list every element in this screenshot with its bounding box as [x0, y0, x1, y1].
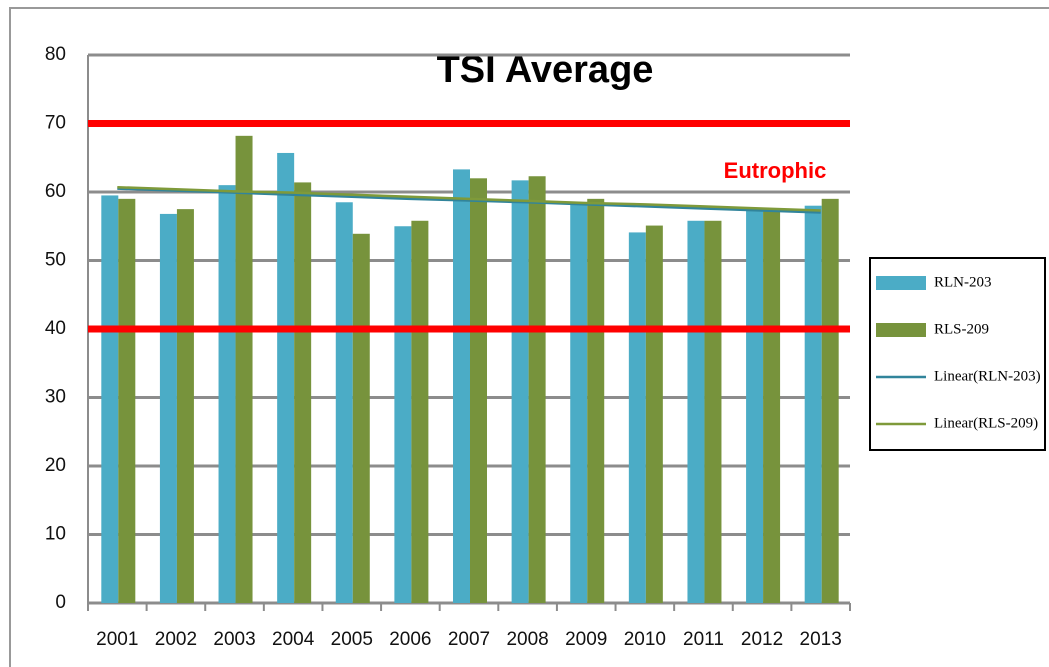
bar — [704, 220, 722, 603]
y-tick-label: 60 — [45, 181, 66, 202]
bar — [335, 202, 353, 603]
x-tick-label: 2004 — [272, 629, 315, 650]
y-tick-label: 20 — [45, 455, 66, 476]
bar — [645, 225, 663, 603]
bar — [470, 178, 487, 604]
x-tick-label: 2005 — [331, 629, 373, 650]
bar — [528, 176, 546, 603]
y-tick-label: 0 — [55, 592, 66, 613]
y-tick-label: 10 — [45, 524, 66, 545]
trend-line — [117, 187, 821, 214]
y-tick-label: 50 — [45, 250, 66, 271]
x-tick-label: 2001 — [96, 629, 138, 650]
x-tick-label: 2009 — [565, 629, 607, 650]
bar — [352, 233, 370, 603]
bar — [628, 232, 646, 604]
trend-line — [117, 185, 821, 212]
bar — [804, 205, 822, 603]
y-tick-label: 40 — [45, 318, 66, 339]
bar — [746, 210, 764, 603]
x-tick-label: 2013 — [800, 629, 842, 650]
bar — [218, 185, 236, 603]
bar — [587, 198, 605, 603]
legend-label: RLN-203 — [934, 274, 992, 290]
x-tick-label: 2008 — [506, 629, 548, 650]
legend-label: RLS-209 — [934, 321, 989, 337]
bar — [687, 220, 705, 603]
bar — [235, 135, 253, 603]
bar — [118, 198, 136, 603]
bar — [159, 213, 177, 604]
legend-swatch — [876, 323, 926, 337]
x-tick-label: 2006 — [389, 629, 431, 650]
bar — [511, 180, 529, 604]
legend-label: Linear(RLS-209) — [934, 415, 1038, 431]
legend-swatch — [876, 276, 926, 290]
bar — [570, 203, 588, 603]
annotation: Eutrophic — [724, 158, 827, 183]
bar — [411, 220, 429, 603]
y-tick-label: 30 — [45, 387, 66, 408]
x-tick-label: 2003 — [213, 629, 255, 650]
bar — [763, 211, 781, 603]
x-tick-label: 2002 — [155, 629, 197, 650]
x-tick-label: 2011 — [683, 629, 724, 650]
bar — [176, 209, 194, 603]
bar — [294, 182, 312, 603]
bar — [821, 198, 839, 603]
x-tick-label: 2012 — [741, 629, 783, 650]
bar — [101, 195, 119, 604]
y-tick-label: 70 — [45, 113, 66, 134]
legend-label: Linear(RLN-203) — [934, 368, 1041, 384]
bar — [453, 169, 470, 603]
x-tick-label: 2007 — [448, 629, 490, 650]
x-tick-label: 2010 — [624, 629, 666, 650]
bar — [277, 152, 295, 603]
y-tick-label: 80 — [45, 44, 66, 65]
bar — [394, 226, 412, 603]
